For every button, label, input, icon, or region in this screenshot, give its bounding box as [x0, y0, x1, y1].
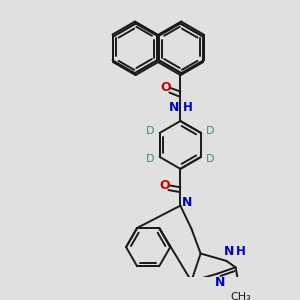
- Text: D: D: [206, 126, 214, 136]
- Text: N: N: [182, 196, 192, 209]
- Text: D: D: [206, 154, 214, 164]
- Text: N: N: [169, 101, 179, 114]
- Text: D: D: [146, 154, 155, 164]
- Text: D: D: [146, 126, 155, 136]
- Text: O: O: [160, 81, 171, 94]
- Text: H: H: [236, 245, 246, 258]
- Text: CH₃: CH₃: [231, 292, 251, 300]
- Text: N: N: [224, 245, 234, 258]
- Text: O: O: [159, 179, 170, 192]
- Text: N: N: [215, 277, 225, 290]
- Text: H: H: [183, 101, 193, 114]
